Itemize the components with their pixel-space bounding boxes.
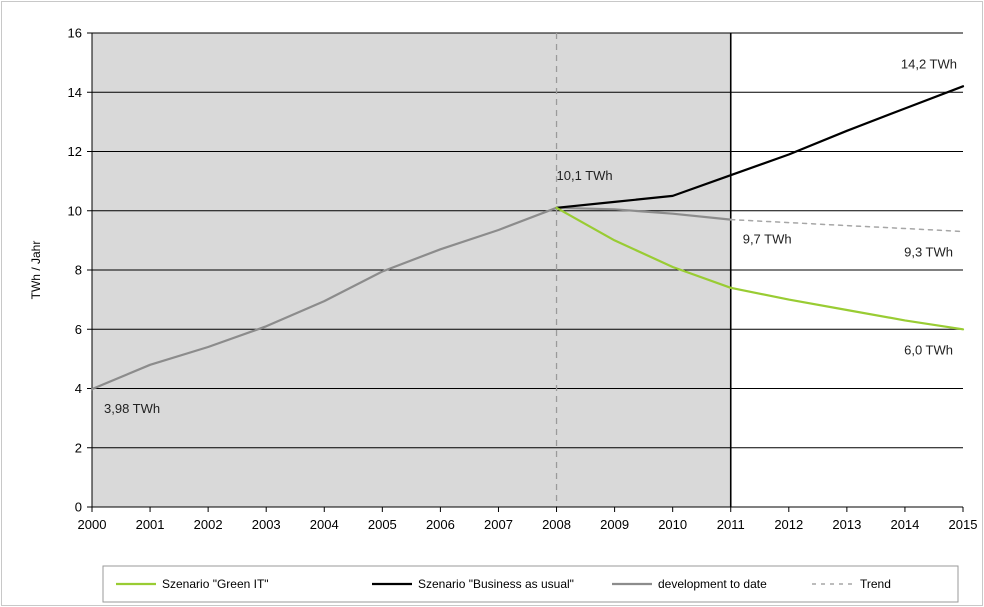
x-tick-label: 2007 (484, 517, 513, 532)
annotation-label: 9,3 TWh (904, 244, 953, 259)
series-layer (90, 85, 965, 391)
y-axis-title: TWh / Jahr (29, 241, 43, 300)
x-tick-label: 2015 (949, 517, 978, 532)
y-tick-label: 12 (68, 144, 82, 159)
annotation-layer: 3,98 TWh 10,1 TWh 14,2 TWh 9,7 TWh 9,3 TWh 6,… (104, 56, 957, 416)
x-tick-label: 2006 (426, 517, 455, 532)
series-line-1 (729, 218, 964, 233)
x-tick-label: 2009 (600, 517, 629, 532)
x-tick-label: 2003 (252, 517, 281, 532)
legend-label: Trend (860, 577, 891, 591)
x-tick-label: 2014 (890, 517, 919, 532)
y-tick-label: 0 (75, 500, 82, 515)
x-tick-label: 2000 (78, 517, 107, 532)
y-tick-label: 10 (68, 203, 82, 218)
x-tick-label: 2011 (717, 517, 745, 532)
x-tick-label: 2013 (832, 517, 861, 532)
annotation-label: 14,2 TWh (901, 56, 957, 71)
series-line-3 (555, 206, 965, 331)
legend-label: Szenario "Business as usual" (418, 577, 574, 591)
x-tick-label: 2001 (136, 517, 165, 532)
legend-label: Szenario "Green IT" (162, 577, 269, 591)
x-tick-label: 2002 (194, 517, 223, 532)
x-tick-label: 2008 (542, 517, 571, 532)
series-line-0 (90, 206, 732, 391)
axes-layer: 0 2 4 6 8 10 12 14 16 2000 2001 2002 2003 2004 2005 200… (68, 26, 978, 533)
series-line-2 (555, 85, 965, 209)
y-tick-label: 16 (68, 26, 82, 41)
x-tick-label: 2004 (310, 517, 339, 532)
y-tick-label: 14 (68, 85, 82, 100)
y-tick-label: 8 (75, 263, 82, 278)
x-tick-label: 2012 (774, 517, 803, 532)
y-tick-label: 2 (75, 440, 82, 455)
legend-label: development to date (658, 577, 767, 591)
y-tick-label: 6 (75, 322, 82, 337)
annotation-label: 6,0 TWh (904, 342, 953, 357)
annotation-label: 10,1 TWh (557, 168, 613, 183)
y-tick-label: 4 (75, 381, 82, 396)
annotation-label: 3,98 TWh (104, 401, 160, 416)
x-tick-label: 2010 (658, 517, 687, 532)
x-tick-label: 2005 (368, 517, 397, 532)
legend: Szenario "Green IT" Szenario "Business as… (102, 565, 959, 603)
gridline-layer (92, 32, 963, 449)
reference-line-layer (555, 33, 732, 507)
annotation-label: 9,7 TWh (743, 232, 792, 247)
